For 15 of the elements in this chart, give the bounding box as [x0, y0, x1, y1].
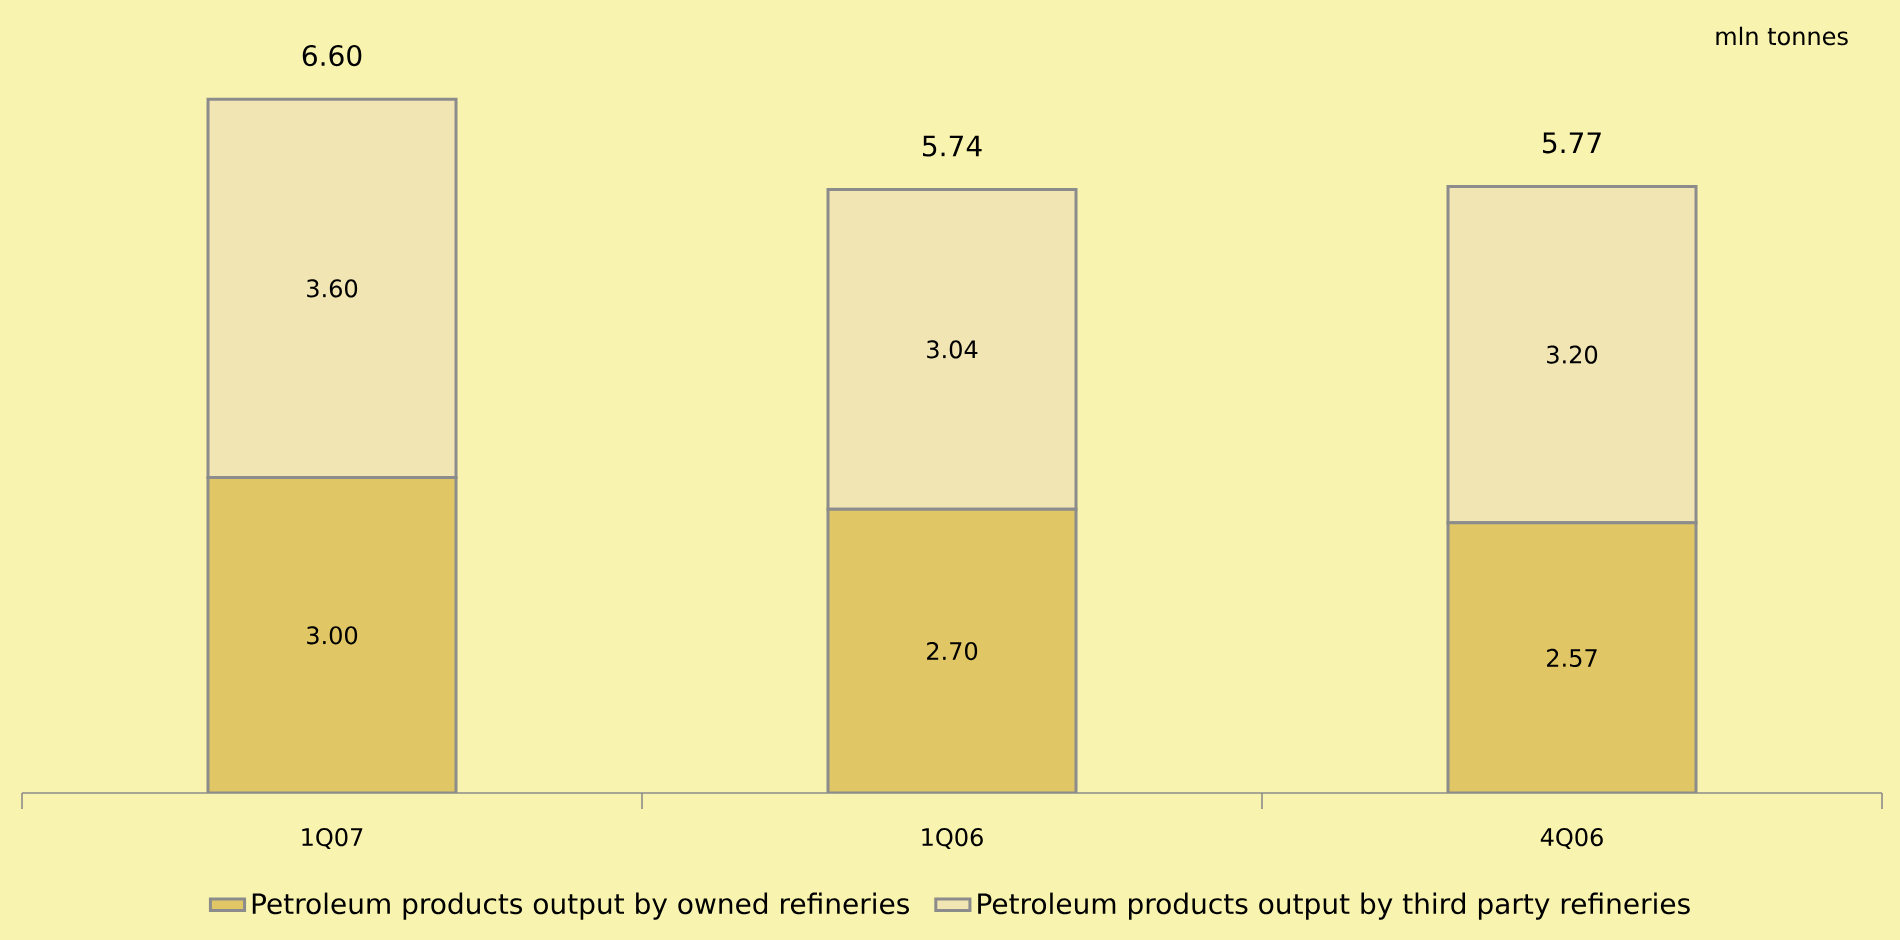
x-tick-label: 1Q07	[302, 828, 363, 849]
total-label: 5.74	[923, 135, 982, 157]
data-label: 3.04	[927, 340, 978, 359]
legend-label: Petroleum products output by third party refineries	[978, 892, 1690, 920]
total-label: 5.77	[1543, 132, 1601, 154]
total-label: 6.60	[302, 44, 362, 67]
data-label: 3.60	[307, 279, 358, 298]
x-tick-label: 1Q06	[922, 828, 983, 849]
data-label: 2.70	[927, 641, 978, 661]
data-label: 3.00	[307, 626, 358, 645]
data-label: 2.57	[1547, 648, 1597, 667]
y-axis-title: mln tonnes	[1716, 26, 1848, 46]
legend-label: Petroleum products output by owned refineries	[252, 892, 909, 920]
x-tick-label: 4Q06	[1540, 828, 1603, 849]
data-label: 3.20	[1547, 345, 1598, 364]
